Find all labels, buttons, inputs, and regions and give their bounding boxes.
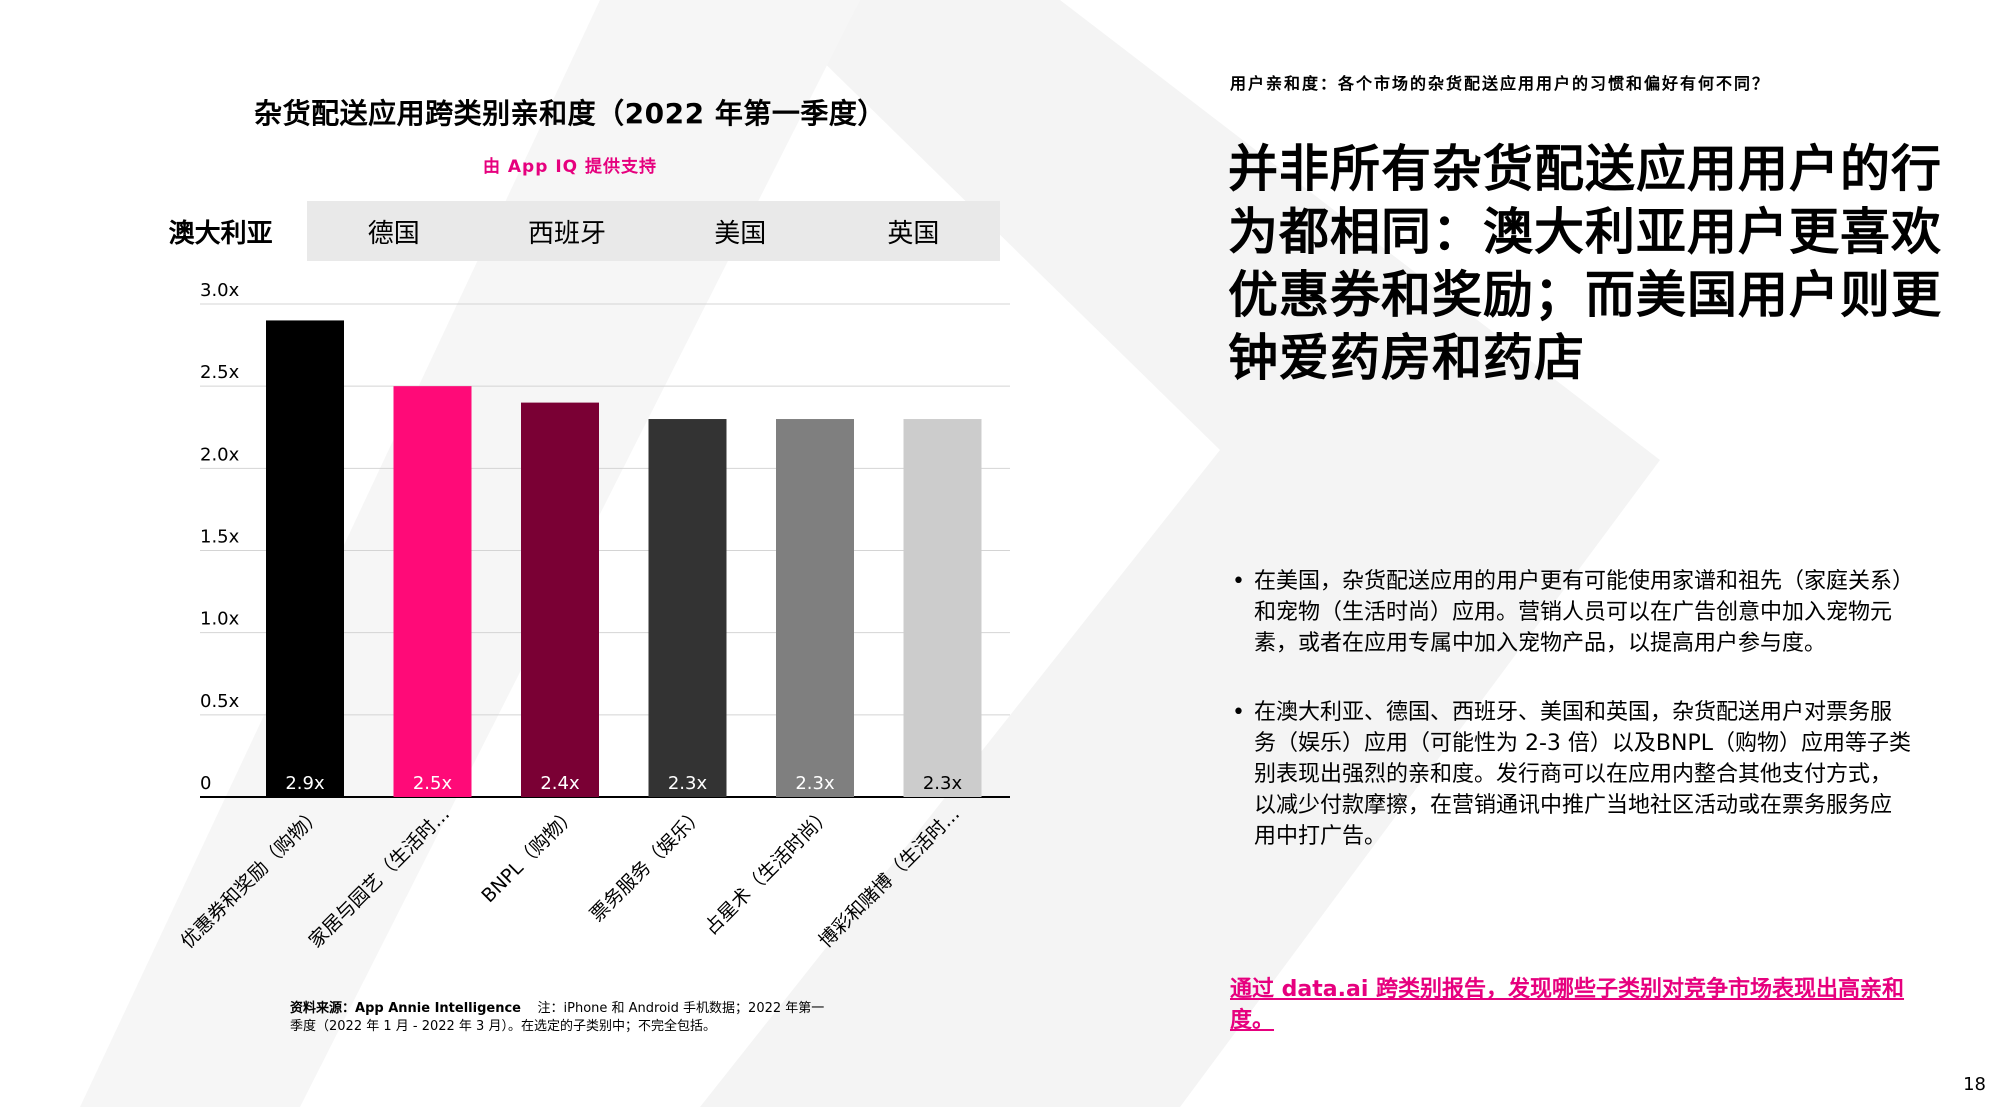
bullet-text: 在美国，杂货配送应用的用户更有可能使用家谱和祖先（家庭关系）和宠物（生活时尚）应… (1254, 569, 1904, 656)
bullet-list: • 在美国，杂货配送应用的用户更有可能使用家谱和祖先（家庭关系）和宠物（生活时尚… (1232, 566, 1912, 890)
country-tab-bar: 澳大利亚 德国 西班牙 美国 英国 (134, 201, 1000, 261)
tab-uk[interactable]: 英国 (887, 218, 940, 249)
y-tick-label: 3.0x (200, 280, 240, 301)
bullet-icon: • (1232, 569, 1245, 594)
bullet-item: • 在澳大利亚、德国、西班牙、美国和英国，杂货配送用户对票务服务（娱乐）应用（可… (1232, 697, 1912, 852)
cross-category-report-link[interactable]: 通过 data.ai 跨类别报告，发现哪些子类别对竞争市场表现出高亲和度。 (1230, 977, 1905, 1033)
data-label: 2.3x (795, 773, 835, 794)
x-category-label: 优惠券和奖励（购物） (177, 803, 327, 953)
section-label: 用户亲和度：各个市场的杂货配送应用用户的习惯和偏好有何不同？ (1230, 74, 1771, 93)
data-label: 2.5x (413, 773, 453, 794)
y-tick-label: 1.0x (200, 609, 240, 630)
x-category-label: 占星术（生活时尚） (700, 803, 836, 939)
bar (393, 386, 472, 797)
data-label: 2.3x (668, 773, 708, 794)
bar (521, 402, 599, 797)
source-label: 资料来源： (290, 1001, 356, 1016)
tab-germany[interactable]: 德国 (367, 218, 420, 249)
y-tick-label: 2.5x (200, 362, 240, 383)
bar (776, 419, 854, 797)
tab-australia[interactable]: 澳大利亚 (134, 201, 308, 261)
bar (903, 419, 982, 797)
bar (648, 419, 727, 797)
x-category-label: BNPL（购物） (477, 803, 581, 907)
headline: 并非所有杂货配送应用用户的行为都相同：澳大利亚用户更喜欢优惠券和奖励；而美国用户… (1228, 140, 1942, 387)
source-name: App Annie Intelligence (355, 1001, 521, 1016)
y-tick-label: 1.5x (200, 527, 240, 548)
chart-title: 杂货配送应用跨类别亲和度（2022 年第一季度） (254, 97, 886, 130)
tab-spain[interactable]: 西班牙 (528, 218, 607, 249)
bullet-item: • 在美国，杂货配送应用的用户更有可能使用家谱和祖先（家庭关系）和宠物（生活时尚… (1232, 566, 1912, 659)
data-label: 2.9x (285, 773, 325, 794)
y-tick-label: 0.5x (200, 691, 240, 712)
chart-subtitle: 由 App IQ 提供支持 (482, 157, 658, 177)
data-label: 2.4x (540, 773, 580, 794)
source-note-text: 注：iPhone 和 Android 手机数据；2022 年第一季度（2022 … (290, 1001, 825, 1034)
x-category-label: 票务服务（娱乐） (586, 803, 709, 926)
source-note: 资料来源：App Annie Intelligence 注：iPhone 和 A… (290, 1000, 830, 1036)
y-tick-label: 0 (200, 773, 211, 794)
bullet-icon: • (1232, 700, 1245, 725)
data-label: 2.3x (923, 773, 963, 794)
tab-usa[interactable]: 美国 (714, 218, 767, 249)
x-category-label: 家居与园艺（生活时... (305, 803, 454, 952)
page-number: 18 (1963, 1074, 1986, 1095)
x-category-label: 博彩和赌博（生活时... (815, 803, 964, 952)
bullet-text: 在澳大利亚、德国、西班牙、美国和英国，杂货配送用户对票务服务（娱乐）应用（可能性… (1254, 700, 1911, 849)
bar (266, 320, 344, 797)
y-tick-label: 2.0x (200, 444, 240, 465)
